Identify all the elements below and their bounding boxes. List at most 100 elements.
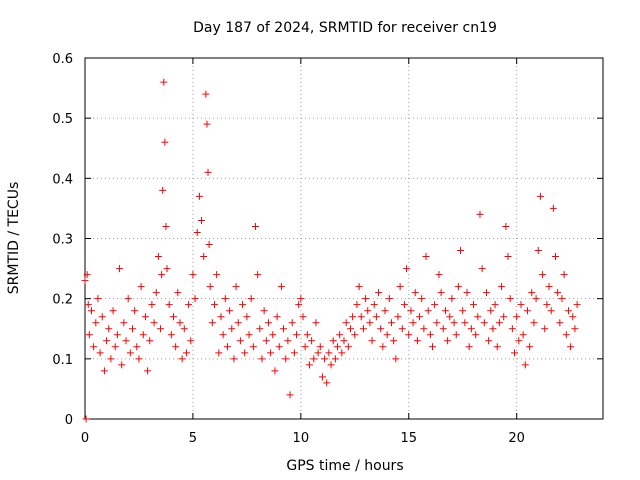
data-point	[318, 373, 326, 381]
data-point	[163, 265, 171, 273]
data-point	[271, 367, 279, 375]
data-point	[146, 337, 154, 345]
data-point	[353, 301, 361, 309]
data-point	[372, 313, 380, 321]
data-point	[223, 343, 231, 351]
y-tick-label: 0.1	[52, 353, 73, 368]
data-point	[167, 331, 175, 339]
data-point	[349, 313, 357, 321]
data-point	[230, 355, 238, 363]
data-point	[92, 319, 100, 327]
data-point	[83, 271, 91, 279]
data-point	[448, 295, 456, 303]
data-point	[511, 349, 519, 357]
data-point	[256, 325, 264, 333]
data-point	[416, 313, 424, 321]
data-point	[439, 325, 447, 333]
data-point	[396, 283, 404, 291]
data-point	[331, 355, 339, 363]
data-point	[141, 313, 149, 321]
data-point	[82, 415, 90, 423]
data-point	[411, 289, 419, 297]
data-point	[413, 337, 421, 345]
data-point	[290, 349, 298, 357]
data-point	[160, 78, 168, 86]
data-point	[277, 283, 285, 291]
data-point	[193, 228, 201, 236]
data-point	[96, 349, 104, 357]
axis-ticks: 0 5 10 15 20 0 0.1 0.2 0.3 0.4 0.5 0.6	[52, 52, 603, 446]
data-point	[515, 337, 523, 345]
data-point	[312, 319, 320, 327]
data-point	[152, 289, 160, 297]
data-point	[375, 289, 383, 297]
data-point	[135, 355, 143, 363]
data-point	[342, 319, 350, 327]
data-point	[157, 325, 165, 333]
data-point	[301, 343, 309, 351]
data-point	[491, 301, 499, 309]
data-point	[98, 313, 106, 321]
data-point	[103, 337, 111, 345]
x-tick-label: 5	[189, 431, 197, 446]
x-tick-label: 10	[293, 431, 310, 446]
data-point	[280, 325, 288, 333]
data-point	[441, 307, 449, 315]
data-point	[139, 331, 147, 339]
data-point	[385, 295, 393, 303]
data-point	[400, 301, 408, 309]
data-point	[308, 337, 316, 345]
data-point	[303, 331, 311, 339]
data-point	[133, 343, 141, 351]
data-point	[118, 361, 126, 369]
data-point	[338, 349, 346, 357]
data-point	[236, 337, 244, 345]
data-point	[377, 325, 385, 333]
data-point	[109, 307, 117, 315]
data-point	[370, 301, 378, 309]
data-point	[148, 301, 156, 309]
data-point	[558, 295, 566, 303]
data-point	[517, 301, 525, 309]
data-point	[172, 343, 180, 351]
data-point	[422, 253, 430, 261]
data-point	[239, 301, 247, 309]
data-point	[206, 283, 214, 291]
data-point	[202, 90, 210, 98]
y-tick-label: 0.3	[52, 233, 73, 248]
data-point	[200, 253, 208, 261]
data-point	[351, 331, 359, 339]
data-point	[534, 247, 542, 255]
data-point	[346, 325, 354, 333]
data-point	[144, 367, 152, 375]
data-point	[185, 301, 193, 309]
data-point	[536, 192, 544, 200]
data-point	[485, 337, 493, 345]
data-point	[321, 355, 329, 363]
data-point	[154, 253, 162, 261]
data-point	[500, 313, 508, 321]
data-point	[452, 331, 460, 339]
data-point	[232, 283, 240, 291]
data-point	[357, 313, 365, 321]
data-point	[383, 331, 391, 339]
data-point	[288, 319, 296, 327]
data-point	[131, 307, 139, 315]
data-point	[169, 313, 177, 321]
data-point	[368, 337, 376, 345]
data-point	[556, 319, 564, 327]
data-point	[180, 325, 188, 333]
data-point	[366, 319, 374, 327]
data-point	[221, 295, 229, 303]
data-point	[203, 120, 211, 128]
data-point	[295, 301, 303, 309]
data-point	[334, 343, 342, 351]
data-point	[573, 301, 581, 309]
data-point	[571, 325, 579, 333]
data-point	[267, 349, 275, 357]
data-point	[549, 204, 557, 212]
data-point	[297, 295, 305, 303]
data-point	[116, 265, 124, 273]
data-point	[523, 307, 531, 315]
data-point	[247, 295, 255, 303]
